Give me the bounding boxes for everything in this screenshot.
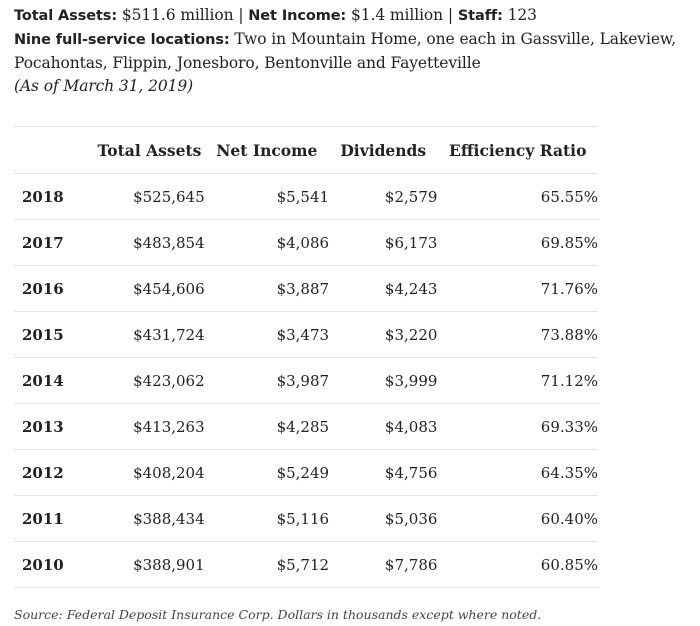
table-row: 2013 $413,263 $4,285 $4,083 69.33% [14,403,598,450]
cell-dividends: $5,036 [329,495,438,542]
table-row: 2011 $388,434 $5,116 $5,036 60.40% [14,495,598,542]
net-income-value: $1.4 million [350,6,444,24]
cell-total-assets: $454,606 [94,265,205,312]
cell-efficiency-ratio: 71.12% [437,357,598,404]
table-body: 2018 $525,645 $5,541 $2,579 65.55% 2017 $483,8… [14,173,598,588]
staff-value: 123 [507,6,537,24]
cell-efficiency-ratio: 60.40% [437,495,598,542]
table-row: 2018 $525,645 $5,541 $2,579 65.55% [14,173,598,220]
header-net-income: Net Income [204,126,330,174]
cell-net-income: $5,116 [204,495,330,542]
cell-net-income: $5,541 [204,173,330,220]
cell-dividends: $4,083 [329,403,438,450]
separator: | [238,6,244,24]
net-income-label: Net Income: [248,8,347,24]
cell-dividends: $6,173 [329,219,438,266]
total-assets-label: Total Assets: [14,8,118,24]
cell-net-income: $4,086 [204,219,330,266]
locations-label: Nine full-service locations: [14,32,230,48]
cell-efficiency-ratio: 69.85% [437,219,598,266]
cell-year: 2014 [14,357,95,404]
cell-total-assets: $423,062 [94,357,205,404]
cell-net-income: $3,887 [204,265,330,312]
header-efficiency-ratio: Efficiency Ratio [437,126,598,174]
locations-value: Two in Mountain Home, one each in Gassvi… [14,30,677,72]
table-row: 2015 $431,724 $3,473 $3,220 73.88% [14,311,598,358]
cell-total-assets: $408,204 [94,449,205,496]
table-row: 2017 $483,854 $4,086 $6,173 69.85% [14,219,598,266]
cell-dividends: $4,243 [329,265,438,312]
summary-block: Total Assets: $511.6 million | Net Incom… [14,4,694,98]
table-header-row: Total Assets Net Income Dividends Effici… [14,126,598,174]
cell-year: 2015 [14,311,95,358]
cell-efficiency-ratio: 69.33% [437,403,598,450]
cell-efficiency-ratio: 64.35% [437,449,598,496]
cell-dividends: $3,999 [329,357,438,404]
cell-dividends: $2,579 [329,173,438,220]
table-row: 2016 $454,606 $3,887 $4,243 71.76% [14,265,598,312]
cell-net-income: $5,249 [204,449,330,496]
cell-net-income: $4,285 [204,403,330,450]
cell-total-assets: $388,901 [94,541,205,588]
table-row: 2010 $388,901 $5,712 $7,786 60.85% [14,541,598,588]
cell-year: 2011 [14,495,95,542]
cell-efficiency-ratio: 71.76% [437,265,598,312]
header-dividends: Dividends [329,126,438,174]
cell-net-income: $5,712 [204,541,330,588]
cell-year: 2013 [14,403,95,450]
summary-line-1: Total Assets: $511.6 million | Net Incom… [14,4,694,28]
cell-efficiency-ratio: 73.88% [437,311,598,358]
table-row: 2014 $423,062 $3,987 $3,999 71.12% [14,357,598,404]
financials-table: Total Assets Net Income Dividends Effici… [14,126,598,588]
cell-dividends: $4,756 [329,449,438,496]
cell-net-income: $3,987 [204,357,330,404]
cell-net-income: $3,473 [204,311,330,358]
source-note: Source: Federal Deposit Insurance Corp. … [14,607,542,622]
cell-total-assets: $483,854 [94,219,205,266]
as-of-date: (As of March 31, 2019) [14,77,194,95]
cell-total-assets: $413,263 [94,403,205,450]
cell-dividends: $7,786 [329,541,438,588]
cell-efficiency-ratio: 65.55% [437,173,598,220]
cell-year: 2018 [14,173,95,220]
table-row: 2012 $408,204 $5,249 $4,756 64.35% [14,449,598,496]
cell-year: 2017 [14,219,95,266]
cell-year: 2010 [14,541,95,588]
cell-year: 2016 [14,265,95,312]
separator: | [447,6,454,24]
summary-locations: Nine full-service locations: Two in Moun… [14,28,694,75]
cell-year: 2012 [14,449,95,496]
cell-dividends: $3,220 [329,311,438,358]
total-assets-value: $511.6 million [121,6,234,24]
cell-total-assets: $431,724 [94,311,205,358]
cell-efficiency-ratio: 60.85% [437,541,598,588]
cell-total-assets: $525,645 [94,173,205,220]
header-total-assets: Total Assets [94,126,205,174]
cell-total-assets: $388,434 [94,495,205,542]
staff-label: Staff: [457,8,503,24]
header-year [14,126,95,174]
